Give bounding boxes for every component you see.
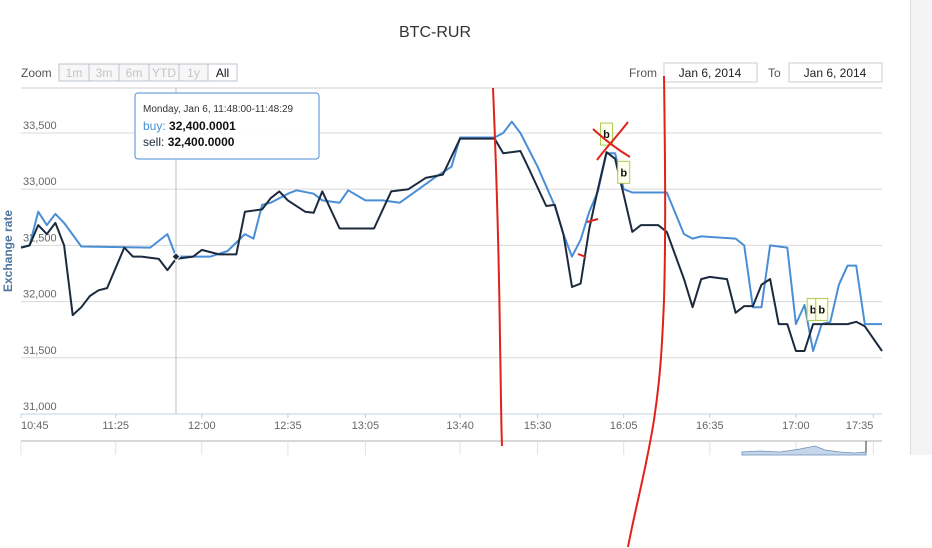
zoom-label: Zoom <box>21 66 52 80</box>
zoom-button-label: 1y <box>187 66 200 80</box>
red-annotations <box>492 75 667 548</box>
y-tick-label: 31,000 <box>23 401 57 413</box>
zoom-button-6m[interactable]: 6m <box>118 63 150 82</box>
flag-label: b <box>603 129 610 141</box>
y-axis-label: Exchange rate <box>1 210 15 292</box>
from-date-input[interactable]: Jan 6, 2014 <box>663 62 758 83</box>
svg-text:sell: 32,400.0000: sell: 32,400.0000 <box>143 135 235 149</box>
x-tick-label: 12:35 <box>274 420 302 432</box>
flag-marker[interactable]: b <box>617 160 631 184</box>
flags-group: bbb b <box>599 122 829 321</box>
navigator-grid <box>20 441 874 455</box>
x-tick-label: 12:00 <box>188 420 216 432</box>
hover-point-marker <box>171 251 181 262</box>
red-cross-stroke-2 <box>596 121 629 161</box>
red-vertical-line-left <box>492 87 503 447</box>
y-axis: 31,000 31,500 32,000 32,500 33,000 33,500 <box>23 120 57 413</box>
y-tick-label: 32,000 <box>23 289 57 301</box>
x-tick-label: 13:40 <box>446 420 474 432</box>
zoom-button-ytd[interactable]: YTD <box>148 63 180 82</box>
flag-marker[interactable]: b <box>815 297 829 321</box>
navigator[interactable] <box>20 440 882 456</box>
tooltip-sell-value: 32,400.0000 <box>168 135 235 149</box>
zoom-button-3m[interactable]: 3m <box>88 63 120 82</box>
x-tick-label: 10:45 <box>21 420 49 432</box>
navigator-series <box>741 445 867 456</box>
from-label: From <box>629 66 657 80</box>
zoom-button-1y[interactable]: 1y <box>178 63 209 82</box>
red-vertical-line-right <box>627 75 667 548</box>
svg-text:buy: 32,400.0001: buy: 32,400.0001 <box>143 119 236 133</box>
x-tick-label: 16:35 <box>696 420 724 432</box>
zoom-button-label: 1m <box>66 66 83 80</box>
zoom-buttons: 1m 3m 6m YTD 1y All <box>58 63 238 82</box>
y-tick-label: 33,000 <box>23 176 57 188</box>
zoom-button-all[interactable]: All <box>207 63 238 82</box>
tooltip: Monday, Jan 6, 11:48:00-11:48:29 buy: 32… <box>134 92 320 160</box>
red-tick-2 <box>577 253 587 258</box>
to-label: To <box>768 66 781 80</box>
zoom-button-1m[interactable]: 1m <box>58 63 90 82</box>
zoom-button-label: YTD <box>152 66 176 80</box>
flag-marker[interactable]: b <box>599 122 613 146</box>
tooltip-header: Monday, Jan 6, 11:48:00-11:48:29 <box>143 104 294 115</box>
x-tick-label: 16:05 <box>610 420 638 432</box>
x-axis: 10:45 11:25 12:00 12:35 13:05 13:40 15:30 16:05… <box>20 414 874 432</box>
x-tick-label: 11:25 <box>102 420 129 432</box>
flag-label: b <box>818 304 825 316</box>
tooltip-sell-label: sell: <box>143 135 168 149</box>
hover-marker-diamond <box>171 251 181 262</box>
to-date-input[interactable]: Jan 6, 2014 <box>788 62 883 83</box>
to-date-value: Jan 6, 2014 <box>804 66 867 80</box>
x-tick-label: 15:30 <box>524 420 552 432</box>
zoom-button-label: 6m <box>126 66 143 80</box>
x-tick-label: 17:00 <box>782 420 810 432</box>
red-tick-1 <box>586 218 599 223</box>
from-date-value: Jan 6, 2014 <box>679 66 742 80</box>
flag-label: b <box>810 304 817 316</box>
x-tick-label: 13:05 <box>352 420 380 432</box>
flag-label: b <box>620 167 627 179</box>
series-line-buy <box>20 120 882 352</box>
y-tick-label: 31,500 <box>23 345 57 357</box>
chart-title: BTC-RUR <box>399 24 471 41</box>
zoom-button-label: 3m <box>96 66 113 80</box>
y-grid <box>21 132 882 415</box>
y-tick-label: 32,500 <box>23 232 57 244</box>
y-tick-label: 33,500 <box>23 120 57 132</box>
page-scrollbar[interactable] <box>910 0 932 455</box>
series-line-sell <box>20 137 883 352</box>
tooltip-buy-label: buy: <box>143 119 169 133</box>
x-tick-label: 17:35 <box>846 420 874 432</box>
zoom-button-label: All <box>216 66 229 80</box>
tooltip-buy-value: 32,400.0001 <box>169 119 236 133</box>
